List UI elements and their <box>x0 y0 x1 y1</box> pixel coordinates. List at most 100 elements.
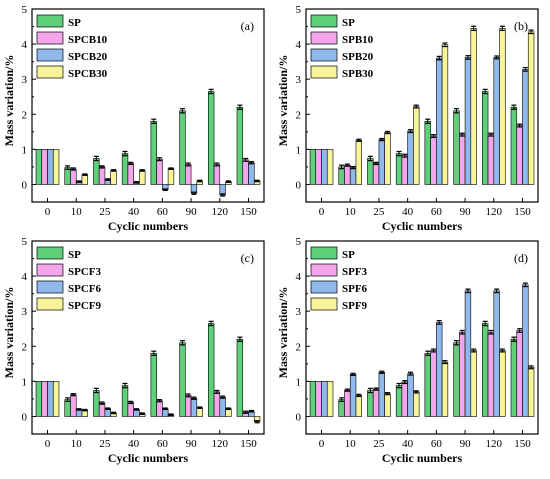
y-tick-label: 5 <box>22 236 28 248</box>
legend-label: SP <box>342 249 355 261</box>
legend-swatch <box>310 31 338 45</box>
bar <box>481 323 489 417</box>
plot-frame <box>31 240 265 435</box>
bar <box>248 162 255 185</box>
x-tick-label: 40 <box>128 438 140 450</box>
bar <box>35 381 43 417</box>
bar <box>213 164 221 185</box>
legend-swatch <box>36 31 64 45</box>
x-tick-label: 25 <box>373 438 385 450</box>
x-tick-label: 120 <box>486 438 503 450</box>
bar <box>424 352 431 417</box>
x-tick-label: 150 <box>514 438 531 450</box>
legend-label: SPF6 <box>342 283 368 295</box>
bar <box>121 385 129 417</box>
bar <box>167 168 175 185</box>
bar <box>453 110 460 185</box>
bar <box>236 338 244 417</box>
bar <box>64 399 71 417</box>
bar <box>401 155 408 185</box>
bar <box>453 342 460 417</box>
legend-swatch <box>36 280 64 294</box>
bar <box>156 158 163 185</box>
y-tick-label: 2 <box>296 109 302 121</box>
bar <box>401 381 408 417</box>
x-axis-title: Cyclic numbers <box>108 219 189 233</box>
x-tick-label: 60 <box>431 206 443 218</box>
bar <box>413 391 420 417</box>
bar <box>150 352 157 417</box>
bar <box>378 371 385 417</box>
y-tick-label: 1 <box>22 376 28 388</box>
legend: SP SPCB10 SPCB20 SPCB30 <box>36 14 108 80</box>
chart-panel-4: 0 1 2 3 4 5 0 10 25 40 60 90 120 150 Cyclic numbers Mas… <box>276 236 539 465</box>
bar <box>179 342 186 417</box>
bar <box>35 149 43 185</box>
bar <box>344 389 351 417</box>
y-tick-label: 4 <box>296 271 302 283</box>
y-tick-label: 2 <box>22 109 28 121</box>
bar <box>355 139 363 185</box>
bar <box>367 158 374 185</box>
plot-frame <box>305 8 539 203</box>
x-tick-label: 10 <box>71 438 83 450</box>
bar <box>41 149 48 185</box>
bar <box>326 149 334 185</box>
bar <box>527 31 535 185</box>
x-tick-label: 10 <box>345 438 357 450</box>
bar <box>349 167 357 185</box>
bar <box>372 388 380 417</box>
bar <box>321 381 328 417</box>
x-tick-label: 10 <box>71 206 83 218</box>
bar <box>338 166 345 185</box>
bar <box>430 350 437 417</box>
x-tick-label: 0 <box>45 206 51 218</box>
chart-panel-1: 0 1 2 3 4 5 0 10 25 40 60 90 120 150 Cyclic numbers Mas… <box>2 4 265 233</box>
y-tick-label: 0 <box>296 411 302 423</box>
x-axis-title: Cyclic numbers <box>382 451 463 465</box>
bar <box>207 323 215 417</box>
y-tick-label: 3 <box>22 306 28 318</box>
chart-panel-2: 0 1 2 3 4 5 0 10 25 40 60 90 120 150 Cyclic numbers Mas… <box>276 4 539 233</box>
x-tick-label: 120 <box>486 206 503 218</box>
bar <box>179 110 186 185</box>
bar <box>150 120 157 185</box>
x-tick-label: 0 <box>319 438 325 450</box>
y-tick-label: 2 <box>296 341 302 353</box>
y-tick-label: 0 <box>22 179 28 191</box>
bar <box>349 374 357 417</box>
x-tick-label: 60 <box>157 206 169 218</box>
bar <box>213 391 221 417</box>
y-tick-label: 4 <box>22 39 28 51</box>
bar <box>98 166 106 185</box>
bar <box>516 125 523 185</box>
legend-swatch <box>36 14 64 28</box>
legend-swatch <box>36 263 64 277</box>
bar <box>309 381 317 417</box>
bar <box>395 153 403 185</box>
legend-label: SPB10 <box>342 34 374 46</box>
legend-swatch <box>36 246 64 260</box>
legend-label: SPB20 <box>342 51 374 63</box>
bar <box>481 91 489 185</box>
plot-frame <box>305 240 539 435</box>
bar <box>98 402 106 417</box>
x-tick-label: 60 <box>157 438 169 450</box>
bar <box>459 134 466 185</box>
bar <box>315 381 322 417</box>
bar <box>436 57 443 185</box>
legend-label: SPCF3 <box>68 266 102 278</box>
legend-swatch <box>310 280 338 294</box>
bar <box>185 395 192 417</box>
bar <box>47 149 54 185</box>
bar <box>81 174 89 185</box>
panel-label: (d) <box>514 251 528 265</box>
bar <box>499 27 506 185</box>
bar <box>430 135 437 185</box>
bar <box>499 350 506 417</box>
panel-label: (c) <box>241 251 254 265</box>
y-tick-label: 3 <box>296 306 302 318</box>
bar <box>52 381 60 417</box>
bar <box>156 400 163 417</box>
